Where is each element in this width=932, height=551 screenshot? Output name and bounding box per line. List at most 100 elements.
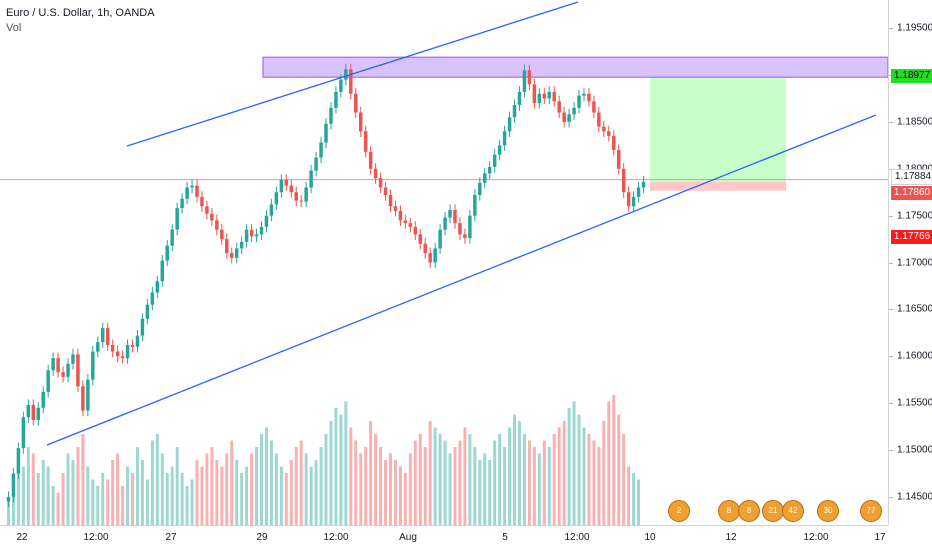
- candle-body: [592, 101, 596, 113]
- candle-body: [51, 358, 55, 371]
- volume-bar: [7, 499, 10, 525]
- time-label: 12:00: [83, 532, 109, 543]
- price-tick: [889, 403, 893, 405]
- volume-indicator-label[interactable]: Vol: [6, 22, 22, 34]
- volume-bar: [627, 466, 631, 525]
- volume-bar: [577, 414, 581, 525]
- volume-bar: [344, 401, 348, 525]
- candle-body: [160, 260, 165, 282]
- volume-bar: [597, 447, 601, 525]
- price-tick: [889, 450, 893, 451]
- candle-body: [110, 345, 115, 352]
- volume-bar: [269, 440, 273, 525]
- candle-body: [135, 335, 140, 347]
- volume-bar: [622, 434, 626, 525]
- candle-body: [344, 69, 348, 80]
- candle-body: [76, 354, 80, 387]
- volume-bar: [433, 427, 437, 525]
- lower-trendline: [46, 114, 877, 446]
- volume-bar: [488, 460, 492, 525]
- volume-bar: [393, 460, 397, 525]
- price-label: 1.14500: [897, 491, 932, 503]
- candle-body: [150, 292, 155, 305]
- volume-bar: [106, 479, 110, 525]
- volume-bar: [245, 466, 249, 525]
- candle-body: [448, 210, 452, 218]
- economic-event-icon[interactable]: 77: [860, 500, 882, 522]
- candle-body: [244, 229, 249, 242]
- economic-event-icon[interactable]: 21: [762, 500, 784, 522]
- price-badge: 1.18977: [891, 69, 932, 83]
- price-axis[interactable]: 1.195001.190001.185001.180001.175001.170…: [888, 0, 932, 525]
- economic-event-icon[interactable]: 42: [782, 500, 804, 522]
- candle-body: [502, 131, 507, 146]
- volume-bar: [26, 447, 30, 525]
- volume-bar: [160, 453, 164, 525]
- candle-body: [423, 243, 427, 254]
- volume-bar: [552, 434, 556, 525]
- price-label: 1.17000: [897, 257, 932, 268]
- volume-bar: [408, 453, 412, 525]
- candle-body: [522, 70, 527, 92]
- volume-bar: [428, 421, 432, 525]
- price-chart[interactable]: Euro / U.S. Dollar, 1h, OANDA Vol 2 8 8 21 4…: [0, 0, 889, 525]
- candle-body: [239, 241, 244, 249]
- volume-bar: [86, 466, 90, 525]
- volume-bar: [349, 427, 353, 525]
- price-tick: [889, 309, 893, 311]
- candle-body: [6, 496, 11, 502]
- candle-body: [418, 234, 422, 244]
- price-badge: 1.17766: [891, 230, 932, 244]
- volume-bar: [289, 460, 293, 525]
- volume-bar: [637, 479, 641, 525]
- candle-body: [36, 407, 40, 420]
- volume-bar: [389, 453, 392, 525]
- volume-bar: [602, 421, 606, 525]
- economic-event-icon[interactable]: 8: [738, 500, 760, 522]
- price-badge: 1.17884: [891, 169, 932, 185]
- candle-body: [56, 358, 60, 373]
- price-tick: [889, 262, 893, 264]
- volume-bar: [403, 473, 407, 525]
- candle-body: [264, 215, 269, 227]
- volume-bar: [170, 466, 174, 525]
- volume-bar: [131, 473, 134, 525]
- candle-body: [31, 405, 36, 420]
- candle-body: [597, 112, 601, 127]
- symbol-title[interactable]: Euro / U.S. Dollar, 1h, OANDA: [6, 7, 155, 19]
- candle-body: [497, 145, 502, 155]
- volume-bar: [205, 453, 209, 525]
- candle-body: [562, 112, 566, 122]
- volume-bar: [423, 447, 427, 525]
- candle-body: [230, 253, 234, 258]
- volume-bar: [116, 453, 120, 525]
- candle-body: [428, 253, 432, 263]
- price-label: 1.15500: [897, 397, 932, 409]
- time-label: 12: [725, 532, 737, 543]
- volume-bar: [369, 421, 373, 525]
- candle-body: [130, 345, 135, 347]
- candle-body: [210, 213, 214, 221]
- candle-body: [557, 101, 561, 113]
- chart-canvas[interactable]: [0, 0, 889, 525]
- volume-bar: [135, 447, 139, 525]
- resistance-zone: [262, 56, 889, 78]
- volume-bar: [398, 466, 402, 525]
- candle-body: [334, 91, 338, 108]
- upper-trendline: [126, 1, 579, 147]
- economic-event-icon[interactable]: 30: [817, 500, 839, 522]
- economic-event-icon[interactable]: 2: [668, 500, 690, 522]
- volume-bar: [56, 492, 60, 525]
- volume-bar: [121, 486, 125, 525]
- candle-body: [324, 123, 328, 143]
- volume-bar: [379, 447, 383, 525]
- price-tick: [889, 28, 893, 30]
- candle-body: [220, 229, 224, 240]
- volume-bar: [155, 434, 159, 525]
- candle-body: [279, 180, 284, 193]
- economic-event-icon[interactable]: 8: [718, 500, 740, 522]
- candle-body: [483, 173, 487, 183]
- candle-body: [16, 448, 21, 474]
- time-axis[interactable]: 22 12:00 27 29 12:00 Aug 5 12:00 10 12 12:00 17: [0, 525, 888, 551]
- price-label: 1.16000: [897, 350, 932, 362]
